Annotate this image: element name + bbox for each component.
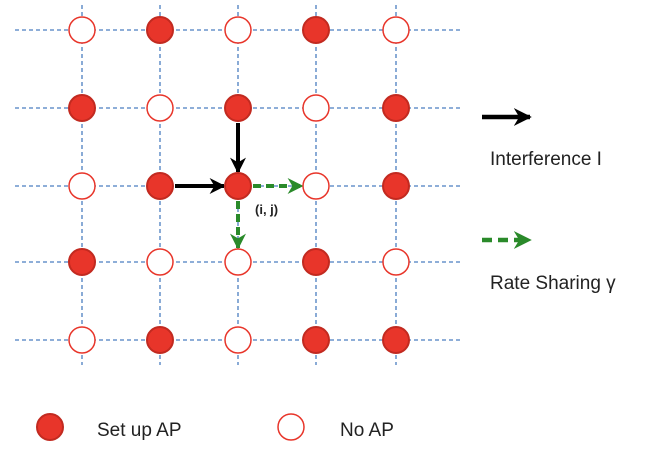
no-ap-node bbox=[224, 248, 252, 276]
no-ap-node bbox=[302, 94, 330, 122]
grid-lines bbox=[15, 5, 460, 365]
setup-ap-node bbox=[302, 248, 330, 276]
setup-ap-legend-label: Set up AP bbox=[97, 420, 182, 441]
grid-nodes bbox=[68, 16, 410, 354]
no-ap-node bbox=[68, 326, 96, 354]
arrows bbox=[175, 123, 304, 250]
no-ap-node bbox=[382, 248, 410, 276]
node-label: (i, j) bbox=[255, 202, 278, 217]
setup-ap-node bbox=[302, 16, 330, 44]
setup-ap-node bbox=[224, 172, 252, 200]
setup-ap-node bbox=[302, 326, 330, 354]
no-ap-node bbox=[146, 94, 174, 122]
interference-legend-label: Interference I bbox=[490, 149, 602, 170]
no-ap-node bbox=[146, 248, 174, 276]
setup-ap-node bbox=[68, 248, 96, 276]
setup-ap-node bbox=[382, 94, 410, 122]
setup-ap-node bbox=[68, 94, 96, 122]
setup-ap-node bbox=[224, 94, 252, 122]
no-ap-node bbox=[224, 326, 252, 354]
no-ap-node bbox=[224, 16, 252, 44]
setup-ap-node bbox=[146, 172, 174, 200]
setup-ap-node bbox=[382, 172, 410, 200]
setup-ap-legend-icon bbox=[36, 413, 64, 441]
setup-ap-node bbox=[146, 326, 174, 354]
no-ap-legend-icon bbox=[277, 413, 305, 441]
no-ap-node bbox=[382, 16, 410, 44]
setup-ap-node bbox=[382, 326, 410, 354]
no-ap-node bbox=[68, 172, 96, 200]
setup-ap-node bbox=[146, 16, 174, 44]
rate-sharing-legend-label: Rate Sharing γ bbox=[490, 273, 616, 294]
no-ap-node bbox=[68, 16, 96, 44]
no-ap-legend-label: No AP bbox=[340, 420, 394, 441]
no-ap-node bbox=[302, 172, 330, 200]
